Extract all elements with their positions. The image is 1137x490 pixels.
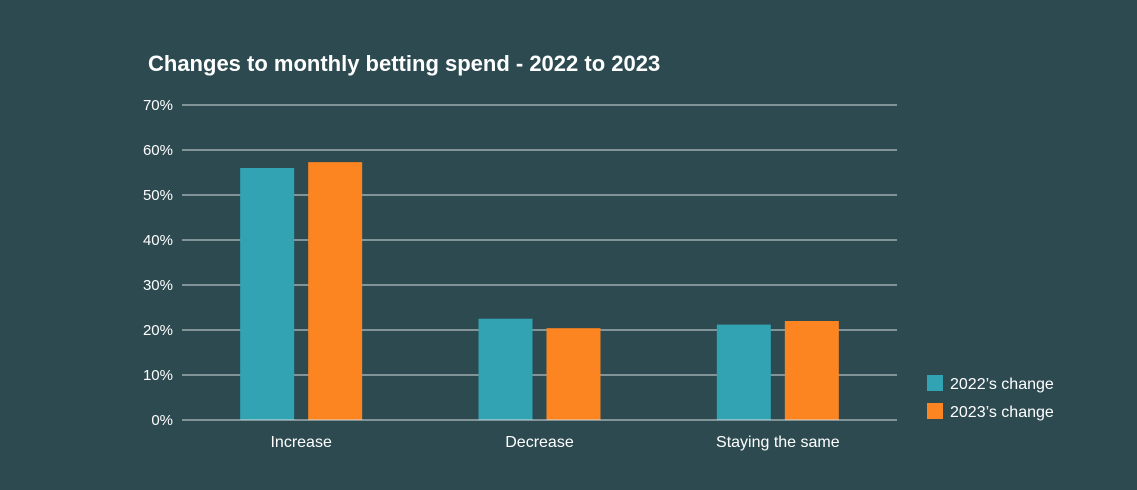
bar-2023-increase — [308, 162, 363, 420]
legend: 2022’s change 2023’s change — [927, 375, 1054, 421]
x-axis-categories: Increase Decrease Staying the same — [270, 434, 839, 451]
bars — [182, 162, 897, 421]
legend-label: 2022’s change — [950, 376, 1054, 393]
bar-2022-increase — [240, 168, 295, 420]
x-category-label: Increase — [270, 434, 331, 451]
y-tick-label: 0% — [151, 412, 173, 429]
y-tick-label: 70% — [143, 97, 173, 114]
legend-swatch — [927, 375, 943, 391]
bar-2022-decrease — [478, 318, 533, 420]
gridlines — [182, 104, 897, 421]
y-tick-label: 60% — [143, 142, 173, 159]
legend-swatch — [927, 403, 943, 419]
chart-title: Changes to monthly betting spend - 2022 … — [148, 51, 660, 76]
legend-label: 2023’s change — [950, 404, 1054, 421]
x-category-label: Decrease — [505, 434, 574, 451]
y-axis-ticks: 0% 10% 20% 30% 40% 50% 60% 70% — [143, 97, 173, 429]
y-tick-label: 20% — [143, 322, 173, 339]
y-tick-label: 40% — [143, 232, 173, 249]
bar-2022-staying-the-same — [716, 324, 771, 420]
x-category-label: Staying the same — [716, 434, 840, 451]
bar-2023-decrease — [546, 328, 601, 420]
bar-2023-staying-the-same — [784, 321, 839, 420]
y-tick-label: 30% — [143, 277, 173, 294]
y-tick-label: 10% — [143, 367, 173, 384]
y-tick-label: 50% — [143, 187, 173, 204]
